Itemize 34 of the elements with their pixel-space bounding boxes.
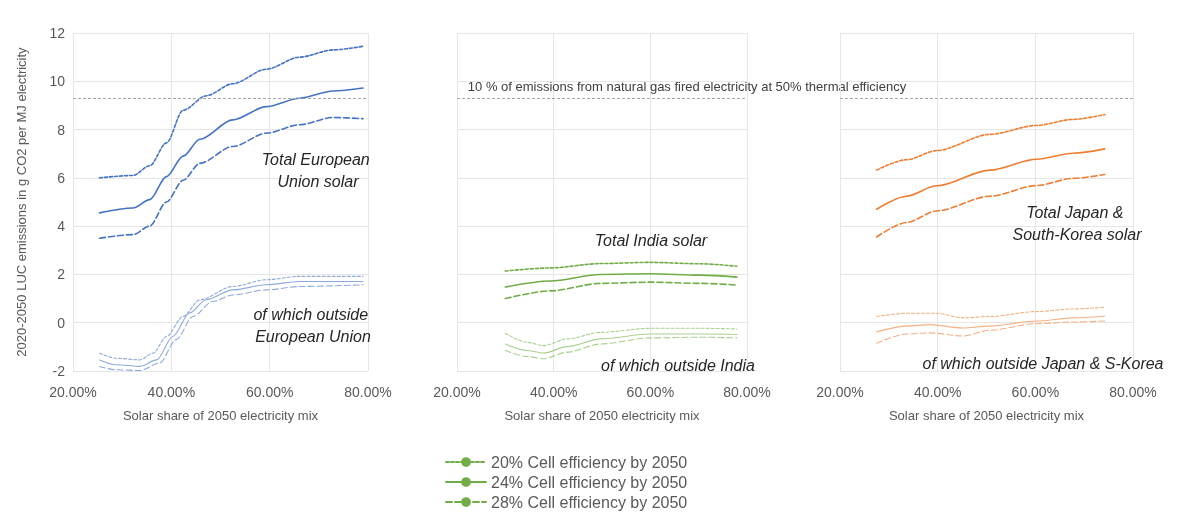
x-tick-label: 60.00% [626, 384, 675, 400]
ref-line-label: 10 % of emissions from natural gas fired electricity at 50% thermal efficiency [467, 79, 907, 95]
x-tick-label: 60.00% [245, 384, 294, 400]
x-tick-label: 80.00% [1109, 384, 1157, 400]
legend-label: 24% Cell efficiency by 2050 [491, 473, 688, 491]
x-axis-title: Solar share of 2050 electricity mix [888, 408, 1085, 423]
x-tick-label: 40.00% [913, 384, 962, 400]
x-tick-label: 80.00% [344, 384, 392, 400]
y-tick-label: 8 [57, 121, 66, 138]
annotation: Total India solar [594, 231, 708, 249]
x-axis-title: Solar share of 2050 electricity mix [122, 408, 319, 423]
annotation: of which outside European Union [253, 305, 373, 345]
x-tick-label: 20.00% [49, 384, 97, 400]
y-axis-title: 2020-2050 LUC emissions in g CO2 per MJ electricity [14, 46, 29, 357]
annotation: Total Japan & South-Korea solar [1012, 203, 1143, 243]
y-tick-label: 12 [49, 25, 66, 41]
x-tick-label: 20.00% [816, 384, 864, 400]
legend-label: 28% Cell efficiency by 2050 [491, 493, 688, 511]
y-tick-label: 4 [57, 218, 66, 235]
annotation: of which outside India [601, 356, 756, 374]
y-tick-label: 10 [49, 73, 66, 90]
x-tick-label: 60.00% [1011, 384, 1060, 400]
y-tick-label: -2 [52, 363, 66, 379]
x-tick-label: 80.00% [723, 384, 771, 400]
x-tick-label: 40.00% [147, 384, 196, 400]
y-tick-label: 6 [57, 169, 66, 186]
legend-label: 20% Cell efficiency by 2050 [491, 453, 688, 471]
x-tick-label: 20.00% [433, 384, 481, 400]
annotation: of which outside Japan & S-Korea [922, 354, 1164, 372]
y-tick-label: 0 [57, 314, 66, 331]
x-axis-title: Solar share of 2050 electricity mix [504, 408, 701, 423]
y-tick-label: 2 [57, 266, 66, 283]
x-tick-label: 40.00% [529, 384, 578, 400]
annotation: Total European Union solar [261, 150, 375, 190]
